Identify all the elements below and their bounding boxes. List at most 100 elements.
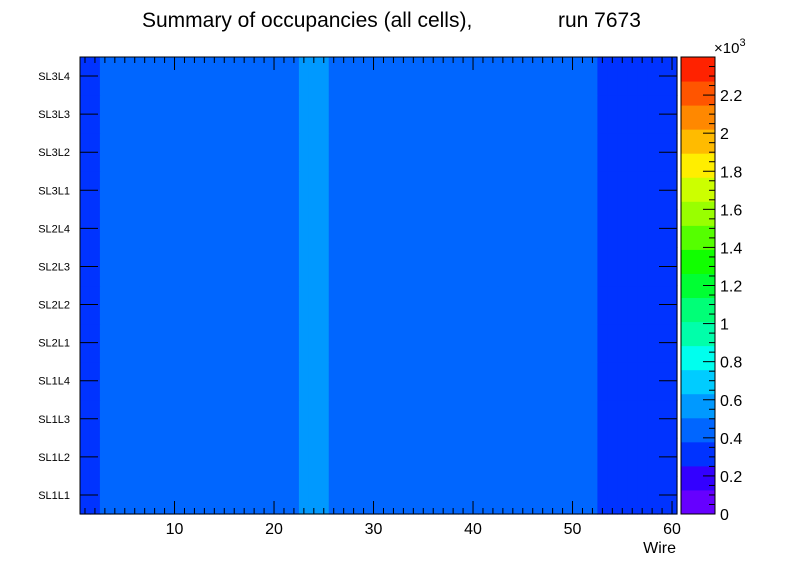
heatmap-cell [388,323,399,363]
heatmap-cell [487,399,499,439]
heatmap-cell [597,95,608,134]
heatmap-cell [119,57,131,96]
palette-tick-label: 2.2 [720,88,742,105]
heatmap-cell [139,247,151,287]
heatmap-cell [418,475,429,515]
heatmap-cell [169,437,181,477]
heatmap-cell [99,133,111,172]
palette-tick-label: 1 [720,317,729,334]
heatmap-cell [398,323,409,363]
heatmap-cell [647,437,658,477]
heatmap-cell [517,209,529,249]
palette-tick-label: 1.6 [720,202,742,219]
heatmap-cell [269,475,280,515]
heatmap-cell [119,399,131,439]
heatmap-cell [368,247,380,287]
heatmap-cell [348,57,360,96]
heatmap-cell [109,209,121,249]
heatmap-cell [547,475,559,515]
heatmap-cell [159,171,171,210]
heatmap-cell [507,437,519,477]
heatmap-cell [418,399,429,439]
heatmap-cell [99,399,111,439]
heatmap-cell [348,475,360,515]
heatmap-cell [159,209,171,249]
heatmap-cell [129,95,141,134]
heatmap-cell [129,361,141,401]
heatmap-cell [298,95,310,134]
heatmap-cell [468,247,479,287]
heatmap-cell [298,133,310,172]
heatmap-cell [199,57,210,96]
heatmap-cell [239,209,250,249]
heatmap-cell [617,95,628,134]
heatmap-cell [577,209,589,249]
heatmap-cell [537,171,549,210]
heatmap-cell [507,209,519,249]
heatmap-cell [169,247,181,287]
heatmap-cell [169,285,181,325]
heatmap-cell [408,247,419,287]
heatmap-cell [577,437,589,477]
heatmap-cell [587,475,598,515]
heatmap-cell [139,475,151,515]
heatmap-cell [448,475,459,515]
heatmap-cell [269,209,280,249]
heatmap-cell [587,437,598,477]
heatmap-cell [537,133,549,172]
heatmap-cell [378,247,390,287]
heatmap-cell [647,133,658,172]
heatmap-cell [199,437,210,477]
heatmap-cell [497,285,509,325]
heatmap-cell [398,133,409,172]
heatmap-cell [627,209,638,249]
row-label: SL2L4 [38,223,70,235]
heatmap-cell [577,57,589,96]
heatmap-cell [159,323,171,363]
heatmap-cell [189,57,200,96]
heatmap-cell [398,57,409,96]
x-tick-label: 10 [166,521,184,538]
heatmap-cell [597,133,608,172]
palette-tick-label: 0.2 [720,469,742,486]
heatmap-cell [537,437,549,477]
heatmap-cell [249,133,260,172]
heatmap-cell [199,95,210,134]
heatmap-cell [517,323,529,363]
heatmap-cell [637,95,648,134]
heatmap-cell [627,57,638,96]
heatmap-cell [298,323,310,363]
heatmap-cell [288,95,300,134]
heatmap-cell [408,171,419,210]
heatmap-cell [179,285,191,325]
heatmap-cell [259,285,270,325]
heatmap-cell [567,361,579,401]
heatmap-cell [388,399,399,439]
heatmap-cell [458,95,469,134]
heatmap-cell [478,171,489,210]
heatmap-cell [348,323,360,363]
heatmap-cell [478,133,489,172]
palette-swatch [681,57,715,82]
heatmap-cell [139,133,151,172]
heatmap-cell [259,399,270,439]
heatmap-cell [99,361,111,401]
heatmap-cell [219,285,230,325]
heatmap-cell [557,361,569,401]
heatmap-cell [458,209,469,249]
row-label: SL3L3 [38,109,70,121]
heatmap-cell [567,133,579,172]
heatmap-cell [398,209,409,249]
heatmap-cell [348,247,360,287]
heatmap-cell [597,247,608,287]
heatmap-cell [239,171,250,210]
plot-frame [79,56,678,515]
heatmap-cell [418,361,429,401]
heatmap-cell [249,285,260,325]
heatmap-cell [537,361,549,401]
heatmap-cell [119,285,131,325]
heatmap-cell [109,57,121,96]
heatmap-cell [269,247,280,287]
heatmap-cell [279,475,290,515]
heatmap-cell [557,399,569,439]
